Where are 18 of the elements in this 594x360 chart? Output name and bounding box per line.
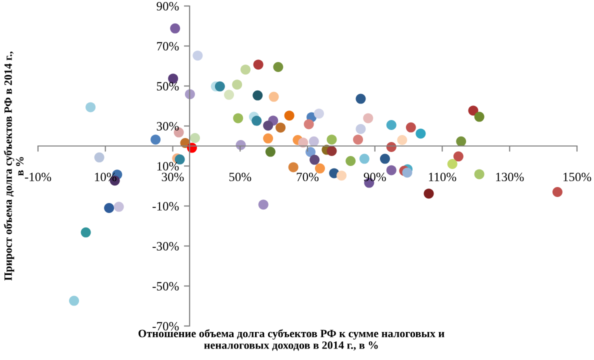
x-tick-label: 70% xyxy=(296,172,319,182)
y-tick-label: 50% xyxy=(156,82,179,90)
y-tick-label: -70% xyxy=(152,322,179,330)
y-tick-label: 90% xyxy=(156,2,179,10)
x-axis-title: Отношение объема долга субъектов РФ к сумме налоговых и неналоговых доходов в 2014 г., в % xyxy=(138,329,444,351)
y-tick-label: 70% xyxy=(157,42,179,50)
y-tick-label: -10% xyxy=(152,202,179,210)
x-tick-label: 130% xyxy=(496,172,524,182)
y-tick-label: 30% xyxy=(156,122,179,130)
x-tick-label: 110% xyxy=(429,172,456,182)
x-tick-label: 50% xyxy=(229,172,252,182)
y-axis-title: Прирост объема долга субъектов РФ в 2014 г., в % xyxy=(4,52,24,281)
x-tick-label: 90% xyxy=(364,172,386,182)
y-tick-label: -30% xyxy=(152,242,179,250)
y-tick-label: -50% xyxy=(152,282,179,290)
x-tick-label: 150% xyxy=(564,172,592,182)
x-tick-label: -10% xyxy=(24,172,52,182)
y-tick-label: 10% xyxy=(157,162,179,170)
